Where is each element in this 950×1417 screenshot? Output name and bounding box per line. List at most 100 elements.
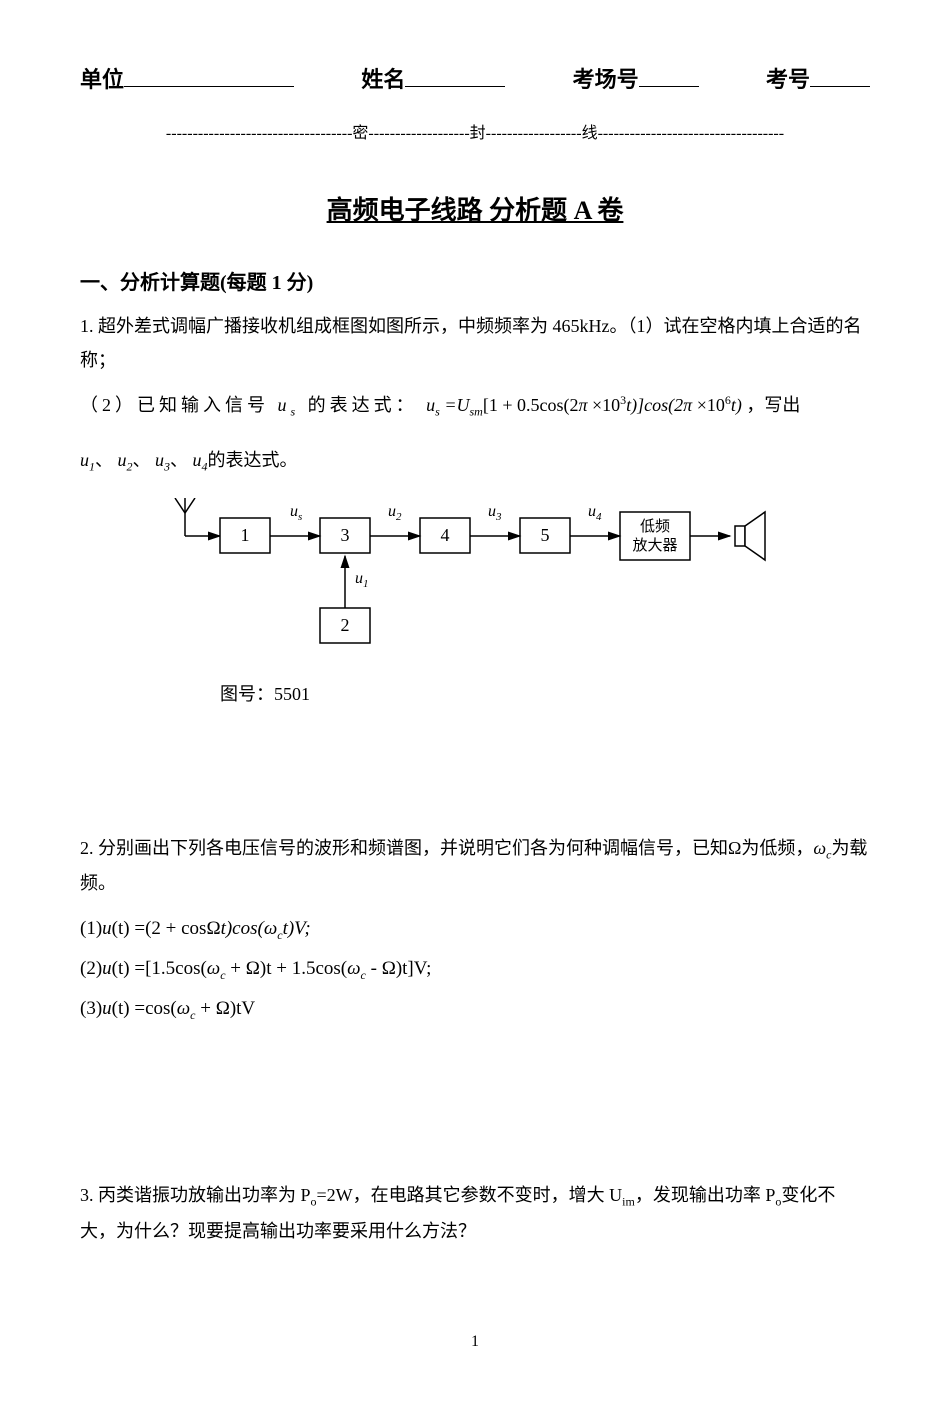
q1-l2-suffix: ，写出 <box>746 395 800 415</box>
diagram-svg: 1 3 4 5 低频 放大器 2 us u2 u3 u4 <box>160 498 780 668</box>
eq2-u: u <box>102 958 112 979</box>
seal-char-3: 线 <box>582 125 598 142</box>
exam-no-label: 考号 <box>766 67 810 92</box>
box-amp-label2: 放大器 <box>632 537 677 554</box>
q2-eq3: (3)u(t) =cos(ωc + Ω)tV <box>80 990 870 1028</box>
eq2-b2: + <box>226 958 246 979</box>
q2-eq2: (2)u(t) =[1.5cos(ωc + Ω)t + 1.5cos(ωc - … <box>80 950 870 988</box>
eq3-u: u <box>102 998 112 1019</box>
q1-f-pi2: π <box>683 395 692 415</box>
q1-f-b5: t) <box>731 395 742 415</box>
block-diagram: 1 3 4 5 低频 放大器 2 us u2 u3 u4 <box>160 498 870 668</box>
q1-f-eq: = <box>440 395 457 415</box>
q2-wc: ω <box>813 838 826 858</box>
room-field: 考场号 <box>573 60 699 100</box>
label-u3: u3 <box>488 503 502 523</box>
question-3: 3. 丙类谐振功放输出功率为 Po=2W，在电路其它参数不变时，增大 Uim，发… <box>80 1178 870 1248</box>
unit-blank[interactable] <box>124 86 294 87</box>
q1-sep2: 、 <box>133 450 151 470</box>
q1-u3: u <box>155 450 164 470</box>
q1-us: u <box>278 395 291 415</box>
eq1-b2: t)cos( <box>221 918 264 939</box>
seal-char-1: 密 <box>352 125 368 142</box>
q2-equations: (1)u(t) =(2 + cosΩt)cos(ωct)V; (2)u(t) =… <box>80 910 870 1028</box>
speaker-box <box>735 526 745 546</box>
speaker-cone <box>745 512 765 560</box>
room-blank[interactable] <box>639 86 699 87</box>
label-u4: u4 <box>588 503 602 523</box>
eq1-t: (t) <box>112 918 130 939</box>
page-number: 1 <box>80 1328 870 1357</box>
eq1-label: (1) <box>80 918 102 939</box>
q1-f-b1: [1 + 0.5cos(2 <box>483 395 579 415</box>
seal-line: -----------------------------------密----… <box>80 120 870 149</box>
name-blank[interactable] <box>405 86 505 87</box>
name-label: 姓名 <box>361 67 405 92</box>
label-us: us <box>290 503 302 523</box>
q1-us-sub: s <box>291 404 300 418</box>
q2-line1: 2. 分别画出下列各电压信号的波形和频谱图，并说明它们各为何种调幅信号，已知Ω为… <box>80 831 870 901</box>
q1-line2: （2）已知输入信号 us 的表达式： us =Usm[1 + 0.5cos(2π… <box>80 388 870 423</box>
box-5-label: 5 <box>541 525 550 545</box>
section-heading: 一、分析计算题(每题 1 分) <box>80 265 870 301</box>
q1-sep3: 、 <box>170 450 188 470</box>
eq2-wc1: ω <box>207 958 220 979</box>
q2-eq1: (1)u(t) =(2 + cosΩt)cos(ωct)V; <box>80 910 870 948</box>
diagram-caption: 图号：5501 <box>220 678 870 710</box>
q2-mid: 为低频， <box>741 838 813 858</box>
eq2-b3: )t + 1.5cos( <box>260 958 347 979</box>
eq2-om2: Ω <box>382 958 396 979</box>
question-2: 2. 分别画出下列各电压信号的波形和频谱图，并说明它们各为何种调幅信号，已知Ω为… <box>80 831 870 1029</box>
q1-f-lhs: u <box>426 395 435 415</box>
q2-prefix: 2. 分别画出下列各电压信号的波形和频谱图，并说明它们各为何种调幅信号，已知 <box>80 838 728 858</box>
eq1-om: Ω <box>206 918 220 939</box>
q3-im: im <box>622 1195 635 1209</box>
q3-text: 3. 丙类谐振功放输出功率为 Po=2W，在电路其它参数不变时，增大 Uim，发… <box>80 1178 870 1248</box>
q3-mid2: ，发现输出功率 P <box>635 1185 776 1205</box>
box-1-label: 1 <box>241 525 250 545</box>
q3-prefix: 3. 丙类谐振功放输出功率为 P <box>80 1185 311 1205</box>
exam-no-blank[interactable] <box>810 86 870 87</box>
q1-f-U: U <box>457 395 470 415</box>
box-3-label: 3 <box>341 525 350 545</box>
eq2-b5: )t]V; <box>396 958 432 979</box>
eq3-wc: ω <box>177 998 190 1019</box>
dash-right: ----------------------------------- <box>598 125 784 142</box>
eq2-t: (t) <box>112 958 130 979</box>
q1-f-b2: ×10 <box>588 395 621 415</box>
dash-mid1: ------------------- <box>368 125 469 142</box>
q1-f-sm: sm <box>470 404 483 418</box>
eq3-b2: + <box>195 998 215 1019</box>
name-field: 姓名 <box>361 60 505 100</box>
q3-mid1: =2W，在电路其它参数不变时，增大 U <box>317 1185 623 1205</box>
q1-l2-prefix: （2）已知输入信号 <box>80 395 269 415</box>
eq2-label: (2) <box>80 958 102 979</box>
dash-left: ----------------------------------- <box>166 125 352 142</box>
q1-u1: u <box>80 450 89 470</box>
q1-formula: us =Usm[1 + 0.5cos(2π ×103t)]cos(2π ×106… <box>426 395 746 415</box>
eq2-om1: Ω <box>246 958 260 979</box>
exam-no-field: 考号 <box>766 60 870 100</box>
seal-char-2: 封 <box>470 125 486 142</box>
q2-omega-big: Ω <box>728 838 741 858</box>
eq1-b3: t)V; <box>283 918 311 939</box>
dash-mid2: ------------------ <box>486 125 582 142</box>
q1-f-b4: ×10 <box>692 395 725 415</box>
eq1-eq: = <box>130 918 145 939</box>
room-label: 考场号 <box>573 67 639 92</box>
q1-l2-mid: 的表达式： <box>308 395 418 415</box>
page-title: 高频电子线路 分析题 A 卷 <box>80 188 870 235</box>
box-4-label: 4 <box>441 525 450 545</box>
label-u2: u2 <box>388 503 402 523</box>
q1-f-b3: t)]cos(2 <box>626 395 683 415</box>
label-u1: u1 <box>355 570 369 590</box>
eq1-b1: (2 + cos <box>145 918 206 939</box>
q1-f-pi1: π <box>578 395 587 415</box>
eq3-om: Ω <box>216 998 230 1019</box>
eq3-t: (t) <box>112 998 130 1019</box>
q1-l3-suffix: 的表达式。 <box>208 450 298 470</box>
question-1: 1. 超外差式调幅广播接收机组成框图如图所示，中频频率为 465kHz。（1）试… <box>80 309 870 711</box>
q1-u2: u <box>118 450 127 470</box>
header-fields: 单位 姓名 考场号 考号 <box>80 60 870 100</box>
eq3-b1: cos( <box>145 998 177 1019</box>
